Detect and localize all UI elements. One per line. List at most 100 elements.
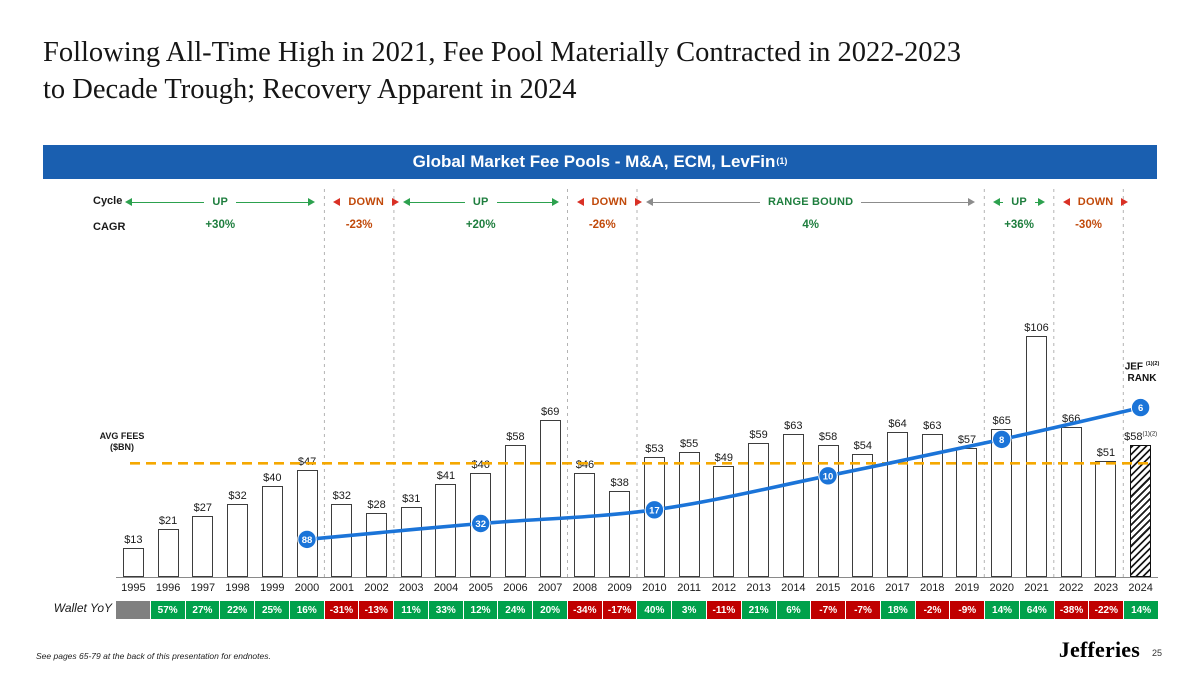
wallet-yoy-cell-2010: 40% [637, 601, 672, 619]
endnotes-footnote: See pages 65-79 at the back of this pres… [36, 651, 271, 661]
cycle-arrow-down-2008: DOWN [576, 193, 643, 211]
bar-value-label-2008: $46 [575, 458, 595, 471]
arrowhead-right-icon [551, 198, 559, 206]
arrowhead-left-icon [646, 198, 653, 206]
bar-plot: $13 $21 $27 $32 $40 $47 $32 $28 $31 $41 $46 $58 $69 $… [116, 185, 1158, 578]
wallet-yoy-cell-2006: 24% [498, 601, 533, 619]
wallet-yoy-cell-2016: -7% [846, 601, 880, 619]
arrowhead-left-icon [576, 198, 584, 206]
bar-2002 [366, 513, 387, 577]
bar-1998 [227, 504, 249, 577]
wallet-yoy-cell-2020: 14% [985, 601, 1019, 619]
year-label-2024: 2024 [1128, 582, 1153, 594]
bar-column-2024: $58(1)(2) [1123, 431, 1158, 577]
arrow-line [496, 201, 552, 203]
wallet-yoy-cell-1996: 57% [150, 601, 185, 619]
cycle-arrow-range-bound-2010: RANGE BOUND [646, 193, 976, 211]
bar-column-2019: $57 [950, 434, 985, 577]
bar-column-2003: $31 [394, 493, 429, 577]
slide-title: Following All-Time High in 2021, Fee Poo… [43, 34, 1168, 108]
bar-column-2007: $69 [533, 406, 568, 577]
wallet-yoy-cell-2017: 18% [880, 601, 915, 619]
cagr-value-down-2001: -23% [345, 219, 373, 231]
arrowhead-right-icon [968, 198, 976, 206]
bar-value-label-1995: $13 [124, 533, 143, 546]
chart-title: Global Market Fee Pools - M&A, ECM, LevF… [412, 152, 776, 171]
bar-value-label-2004: $41 [436, 469, 456, 482]
slide-title-line1: Following All-Time High in 2021, Fee Poo… [43, 37, 962, 68]
bar-2014 [782, 433, 804, 577]
bar-value-label-2000: $47 [297, 456, 317, 469]
bar-column-2004: $41 [429, 470, 464, 577]
bar-2012 [713, 465, 735, 577]
year-label-2003: 2003 [399, 582, 424, 594]
arrowhead-right-icon [1121, 198, 1129, 206]
bar-1996 [157, 529, 179, 577]
bar-value-label-2007: $69 [541, 406, 560, 419]
bar-column-2001: $32 [324, 490, 359, 577]
year-label-2009: 2009 [607, 582, 632, 594]
year-label-1999: 1999 [260, 582, 285, 594]
bar-column-1999: $40 [255, 472, 290, 577]
cagr-value-up-1995: +30% [205, 219, 236, 231]
avg-fees-label-line2: ($BN) [110, 442, 134, 453]
year-label-2013: 2013 [746, 582, 771, 594]
year-label-2019: 2019 [954, 582, 980, 594]
year-label-2022: 2022 [1058, 582, 1084, 594]
wallet-yoy-cell-2002: -13% [359, 601, 394, 619]
jef-rank-label-line1: JEF (1)(2) [1124, 361, 1160, 373]
cycle-arrow-down-2022: DOWN [1062, 193, 1129, 211]
wallet-yoy-cell-2001: -31% [324, 601, 359, 619]
bar-column-1996: $21 [151, 515, 186, 577]
wallet-yoy-cell-2012: -11% [707, 601, 741, 619]
bar-column-2017: $64 [880, 418, 915, 577]
bar-2022 [1060, 427, 1082, 577]
arrow-line [1000, 201, 1004, 203]
year-label-1996: 1996 [155, 582, 181, 594]
fee-pool-chart: $13 $21 $27 $32 $40 $47 $32 $28 $31 $41 $46 $58 $69 $… [116, 185, 1159, 627]
wallet-yoy-cell-2021: 64% [1019, 601, 1054, 619]
bar-value-label-1999: $40 [263, 472, 282, 485]
wallet-yoy-cell-2018: -2% [915, 601, 950, 619]
bar-2010 [643, 456, 665, 577]
bar-column-2015: $58 [811, 431, 846, 577]
year-label-2001: 2001 [329, 582, 355, 594]
bar-2016 [852, 454, 874, 577]
bar-column-1998: $32 [220, 490, 255, 577]
wallet-yoy-cell-2009: -17% [602, 601, 637, 619]
bar-column-2000: $47 [290, 456, 325, 577]
year-label-2023: 2023 [1093, 582, 1119, 594]
wallet-yoy-cell-2005: 12% [463, 601, 498, 619]
arrow-line [1034, 201, 1038, 203]
wallet-yoy-cell-2019: -9% [950, 601, 985, 619]
bar-2011 [678, 452, 700, 577]
bar-1995 [122, 547, 144, 577]
wallet-yoy-cell-2000: 16% [289, 601, 324, 619]
wallet-yoy-label: Wallet YoY [53, 601, 112, 615]
cagr-value-range-bound-2010: 4% [802, 219, 819, 231]
wallet-yoy-cell-2023: -22% [1089, 601, 1124, 619]
arrowhead-right-icon [635, 198, 643, 206]
wallet-yoy-cell-2024: 14% [1124, 601, 1158, 619]
bar-2003 [400, 506, 422, 577]
bar-1999 [261, 486, 283, 577]
wallet-yoy-cell-1995 [116, 601, 150, 619]
cycle-label-up-2020: UP [1011, 196, 1027, 208]
bar-2013 [748, 443, 770, 577]
cagr-value-down-2022: -30% [1075, 219, 1102, 231]
cycle-label-down-2001: DOWN [348, 196, 385, 208]
bar-column-1997: $27 [185, 502, 220, 577]
wallet-yoy-cell-2013: 21% [741, 601, 776, 619]
year-label-2017: 2017 [885, 582, 910, 594]
bar-value-label-2020: $65 [992, 415, 1011, 428]
wallet-yoy-cell-2008: -34% [567, 601, 602, 619]
bar-value-label-1998: $32 [228, 490, 247, 503]
wallet-yoy-cell-2015: -7% [811, 601, 846, 619]
bar-value-label-2016: $54 [853, 440, 872, 453]
bar-column-2014: $63 [776, 420, 811, 577]
bar-2009 [609, 490, 631, 577]
wallet-yoy-cell-2014: 6% [776, 601, 811, 619]
bar-column-2002: $28 [359, 499, 394, 577]
arrow-line [132, 201, 205, 203]
